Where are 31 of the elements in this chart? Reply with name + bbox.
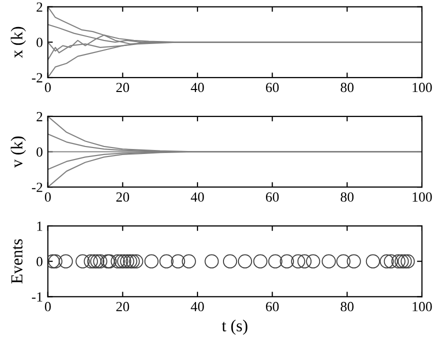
x-tick-label: 100 (412, 82, 432, 92)
x-tick-label: 60 (266, 82, 279, 92)
y-tick-label: 2 (36, 112, 42, 122)
y-axis-title: v (k) (10, 136, 26, 168)
x-tick-label: 80 (340, 302, 354, 312)
x-tick-label: 20 (116, 82, 130, 92)
x-tick-label: 100 (412, 192, 432, 202)
x-tick-label: 0 (44, 82, 51, 92)
x-tick-label: 60 (266, 192, 279, 202)
x-tick-label: 60 (266, 302, 279, 312)
y-tick-label: 1 (37, 222, 42, 231)
x-tick-label: 40 (190, 302, 204, 312)
x-tick-label: 100 (412, 302, 432, 312)
x-tick-label: 80 (340, 192, 354, 202)
x-tick-label: 20 (116, 302, 130, 312)
y-tick-label: 0 (36, 147, 42, 157)
y-tick-label: -2 (32, 73, 42, 82)
x-tick-label: 0 (44, 192, 51, 202)
x-tick-label: 80 (340, 82, 354, 92)
y-tick-label: -1 (32, 292, 42, 302)
y-tick-label: -2 (32, 182, 42, 192)
y-tick-label: 0 (36, 256, 42, 266)
x-tick-label: 40 (190, 82, 204, 92)
y-axis-title: x (k) (10, 26, 26, 58)
y-tick-label: 0 (36, 38, 42, 48)
x-tick-label: 40 (190, 192, 204, 202)
y-axis-title: Events (11, 239, 22, 284)
x-tick-label: 20 (116, 192, 130, 202)
y-tick-label: 2 (36, 2, 42, 12)
x-tick-label: 0 (44, 302, 51, 312)
x-axis-title: t (s) (222, 320, 248, 335)
